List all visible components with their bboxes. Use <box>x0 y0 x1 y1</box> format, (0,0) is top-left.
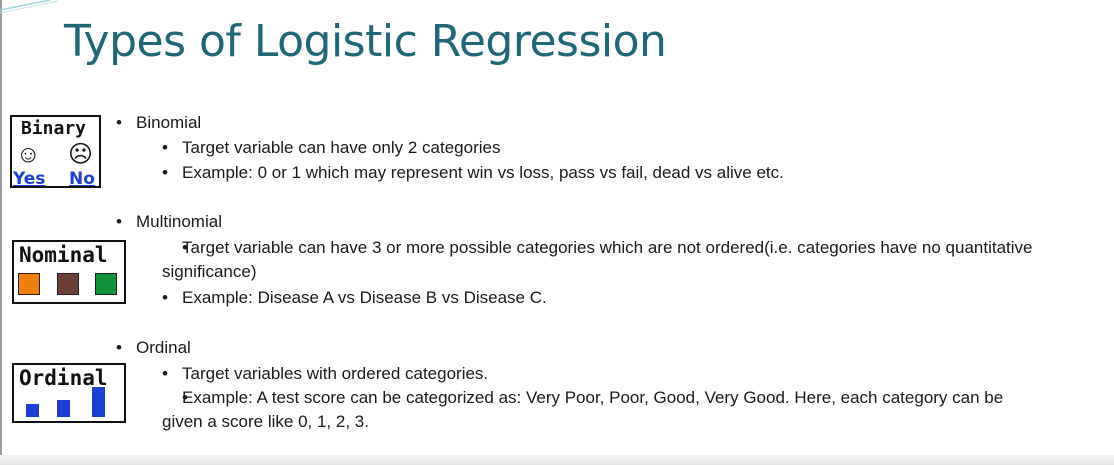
bottom-shade <box>0 455 1114 465</box>
bullet-dot: • <box>182 238 188 257</box>
bullet-dot: • <box>116 113 122 132</box>
bar-small-icon <box>26 404 39 417</box>
binary-label: Binary <box>21 118 87 139</box>
bullet-dot: • <box>116 212 122 231</box>
smiley-face-icon: ☺ <box>16 141 41 168</box>
multinomial-point-2: • Example: Disease A vs Disease B vs Dise… <box>162 286 1062 310</box>
ordinal-label: Ordinal <box>19 366 108 390</box>
section-heading-multinomial: • Multinomial <box>116 210 222 234</box>
slide-title: Types of Logistic Regression <box>64 16 667 67</box>
yes-label: Yes <box>13 169 46 189</box>
ordinal-point-1: • Target variables with ordered categorie… <box>162 362 1062 386</box>
bullet-dot: • <box>116 338 122 357</box>
ordinal-point-2: • Example: A test score can be categorize… <box>162 388 1004 431</box>
bullet-dot: • <box>162 138 168 157</box>
section-heading-ordinal: • Ordinal <box>116 336 191 360</box>
sad-face-icon: ☹ <box>68 141 94 168</box>
bullet-dot: • <box>162 288 168 307</box>
brown-swatch-icon <box>57 273 79 295</box>
binomial-point-2: • Example: 0 or 1 which may represent win… <box>162 161 1082 185</box>
corner-accent-lines <box>0 0 59 14</box>
ordinal-icon-box: Ordinal <box>12 363 126 423</box>
slide-left-border <box>0 0 2 465</box>
bar-large-icon <box>92 387 105 417</box>
bullet-dot: • <box>162 163 168 182</box>
bullet-dot: • <box>182 388 188 407</box>
orange-swatch-icon <box>18 273 40 295</box>
multinomial-point-1: • Target variable can have 3 or more poss… <box>162 238 1033 281</box>
nominal-label: Nominal <box>19 243 108 267</box>
bar-medium-icon <box>57 400 70 417</box>
green-swatch-icon <box>95 273 117 295</box>
bullet-dot: • <box>162 364 168 383</box>
binary-icon-box: Binary ☺ ☹ Yes No <box>10 115 101 189</box>
binomial-point-1: • Target variable can have only 2 categor… <box>162 136 1082 160</box>
nominal-icon-box: Nominal <box>12 240 126 304</box>
section-heading-binomial: • Binomial <box>116 111 201 135</box>
no-label: No <box>69 169 95 189</box>
